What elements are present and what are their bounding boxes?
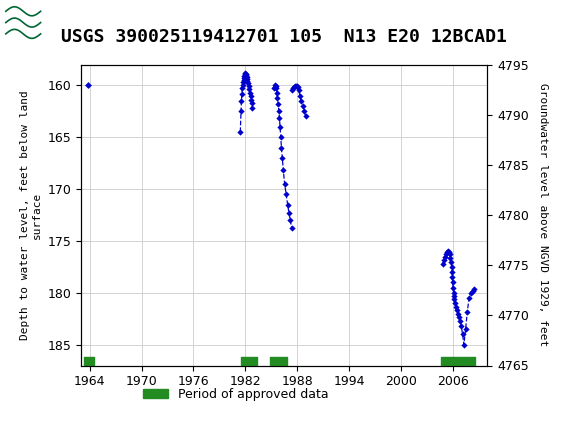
- Text: USGS 390025119412701 105  N13 E20 12BCAD1: USGS 390025119412701 105 N13 E20 12BCAD1: [61, 28, 507, 46]
- Text: USGS: USGS: [52, 12, 116, 33]
- FancyBboxPatch shape: [6, 4, 81, 41]
- Y-axis label: Groundwater level above NGVD 1929, feet: Groundwater level above NGVD 1929, feet: [538, 83, 548, 347]
- Legend: Period of approved data: Period of approved data: [137, 383, 334, 406]
- Y-axis label: Depth to water level, feet below land
surface: Depth to water level, feet below land su…: [20, 90, 42, 340]
